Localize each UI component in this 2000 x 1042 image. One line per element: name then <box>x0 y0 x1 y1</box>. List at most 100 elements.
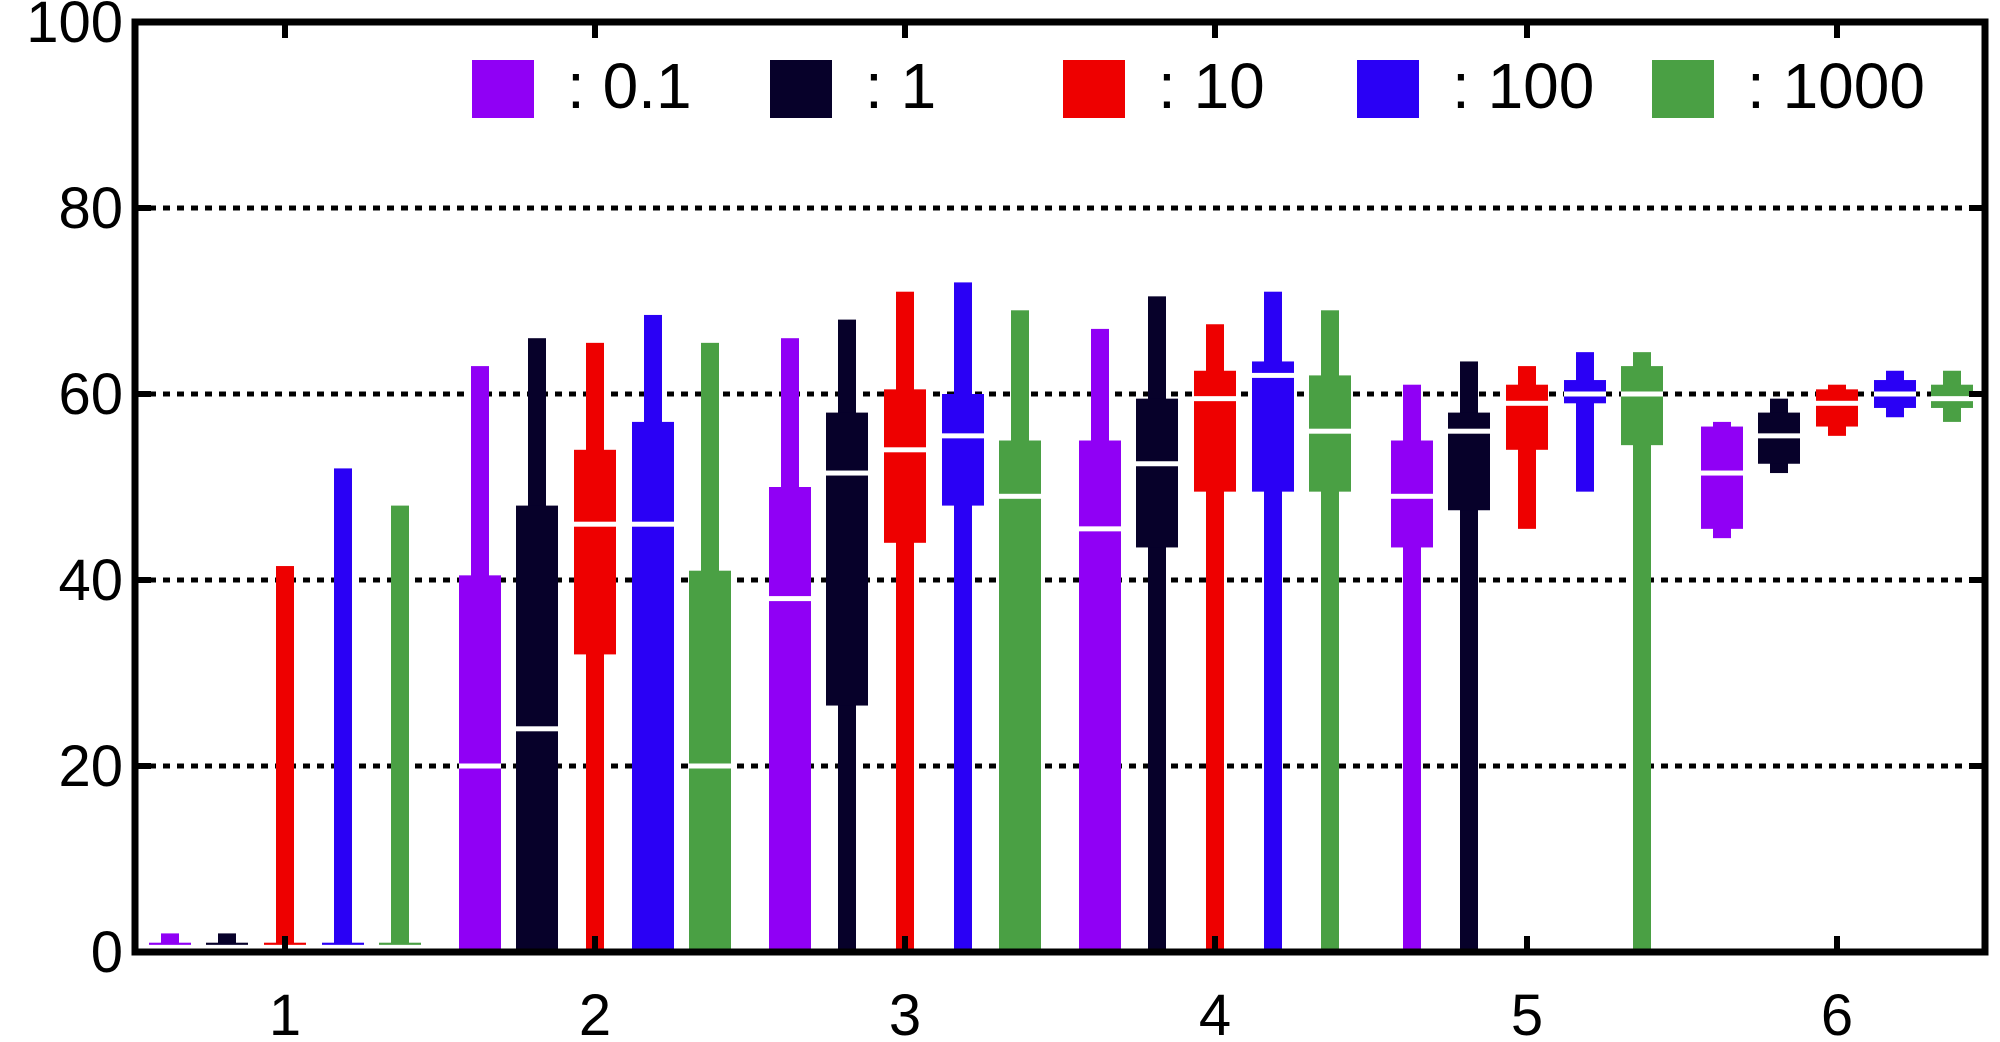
median-line <box>1874 391 1916 397</box>
x-tick-label: 2 <box>579 983 611 1042</box>
median-line <box>459 763 501 769</box>
box-1-6 <box>1701 421 1743 539</box>
median-line <box>516 726 558 732</box>
median-line <box>884 447 926 453</box>
box-body <box>826 412 868 706</box>
box-2-3 <box>826 319 868 953</box>
x-tick-label: 4 <box>1199 983 1231 1042</box>
median-line <box>1194 396 1236 402</box>
box-body <box>999 440 1041 952</box>
x-tick-label: 6 <box>1821 983 1853 1042</box>
legend-label: : 10 <box>1158 50 1265 122</box>
box-body <box>1621 366 1663 446</box>
box-1-4 <box>1079 328 1121 952</box>
box-body <box>769 487 811 952</box>
legend-label: : 1 <box>865 50 936 122</box>
median-line <box>574 521 616 527</box>
box-2-1 <box>206 933 248 952</box>
legend-item: : 100 <box>1357 50 1594 122</box>
median-line <box>1079 526 1121 532</box>
box-2-2 <box>516 338 558 952</box>
whisker <box>1633 352 1651 952</box>
median-line <box>1701 470 1743 476</box>
box-body <box>689 570 731 952</box>
whisker <box>391 505 409 952</box>
median-line <box>1931 396 1973 402</box>
box-2-5 <box>1448 361 1490 952</box>
median-line <box>689 763 731 769</box>
box-3-2 <box>574 342 616 953</box>
median-line <box>1506 400 1548 406</box>
median-line <box>1758 433 1800 439</box>
median-line <box>322 944 364 950</box>
boxes <box>149 282 1973 953</box>
legend-item: : 10 <box>1063 50 1265 122</box>
box-body <box>1701 426 1743 529</box>
whisker <box>954 282 972 952</box>
box-body <box>1136 398 1178 548</box>
median-line <box>1252 372 1294 378</box>
legend-label: : 1000 <box>1747 50 1925 122</box>
box-body <box>574 449 616 655</box>
median-line <box>149 944 191 950</box>
box-1-2 <box>459 366 501 953</box>
y-tick-label: 60 <box>58 362 123 427</box>
median-line <box>206 944 248 950</box>
legend-label: : 0.1 <box>567 50 692 122</box>
whisker <box>334 468 352 952</box>
box-5-2 <box>689 342 731 953</box>
legend-swatch <box>1063 60 1125 118</box>
median-line <box>379 944 421 950</box>
legend: : 0.1 : 1 : 10 : 100 : 1000 <box>472 50 1925 122</box>
median-line <box>1391 493 1433 499</box>
box-4-5 <box>1564 352 1606 492</box>
whisker <box>1576 352 1594 492</box>
box-5-3 <box>999 310 1041 952</box>
box-body <box>884 389 926 543</box>
box-4-4 <box>1252 291 1294 952</box>
gridlines <box>135 205 1985 769</box>
box-body <box>632 421 674 952</box>
box-body <box>1506 384 1548 450</box>
box-3-4 <box>1194 324 1236 952</box>
median-line <box>1564 391 1606 397</box>
box-1-3 <box>769 338 811 952</box>
box-4-6 <box>1874 370 1916 418</box>
y-tick-label: 100 <box>26 0 123 55</box>
box-body <box>942 394 984 506</box>
box-4-1 <box>322 468 364 952</box>
box-4-3 <box>942 282 984 952</box>
legend-swatch <box>1652 60 1714 118</box>
box-5-4 <box>1309 310 1351 952</box>
median-line <box>942 433 984 439</box>
box-3-5 <box>1506 366 1548 529</box>
y-tick-label: 80 <box>58 176 123 241</box>
box-5-5 <box>1621 352 1663 952</box>
box-4-2 <box>632 314 674 952</box>
x-tick-label: 1 <box>269 983 301 1042</box>
median-line <box>826 470 868 476</box>
y-tick-label: 40 <box>58 548 123 613</box>
median-line <box>769 596 811 602</box>
legend-swatch <box>472 60 534 118</box>
box-5-1 <box>379 505 421 952</box>
box-2-6 <box>1758 398 1800 474</box>
box-3-1 <box>264 566 306 952</box>
plot-frame <box>131 18 1989 956</box>
legend-swatch <box>770 60 832 118</box>
whisker <box>1148 296 1166 953</box>
median-line <box>1816 400 1858 406</box>
box-1-1 <box>149 933 191 952</box>
box-2-4 <box>1136 296 1178 953</box>
median-line <box>1309 428 1351 434</box>
legend-item: : 1 <box>770 50 936 122</box>
median-line <box>1136 461 1178 467</box>
x-tick-label: 3 <box>889 983 921 1042</box>
box-body <box>1816 389 1858 427</box>
legend-item: : 1000 <box>1652 50 1925 122</box>
median-line <box>632 521 674 527</box>
box-3-6 <box>1816 384 1858 436</box>
box-5-6 <box>1931 370 1973 422</box>
x-tick-label: 5 <box>1511 983 1543 1042</box>
